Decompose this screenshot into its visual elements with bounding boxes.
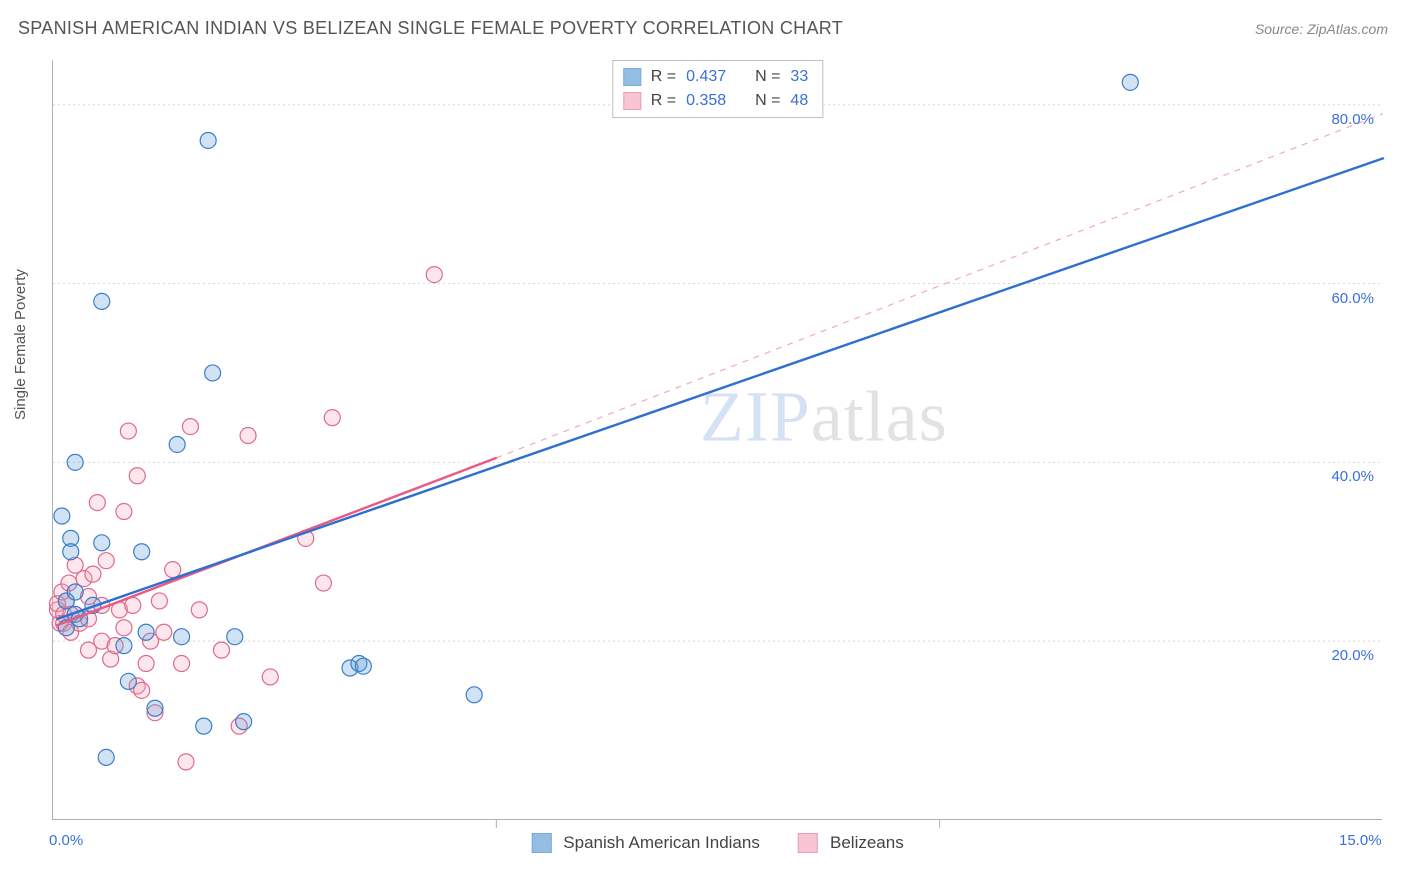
y-axis-label: Single Female Poverty — [12, 269, 29, 420]
stats-legend: R = 0.437 N = 33 R = 0.358 N = 48 — [612, 60, 823, 118]
y-tick-label: 60.0% — [1331, 290, 1374, 307]
swatch-belizean — [798, 833, 818, 853]
chart-title: SPANISH AMERICAN INDIAN VS BELIZEAN SING… — [18, 18, 843, 39]
n-value-spanish: 33 — [790, 65, 808, 89]
y-tick-label: 20.0% — [1331, 647, 1374, 664]
x-tick-label: 0.0% — [49, 832, 83, 849]
stats-row-spanish: R = 0.437 N = 33 — [623, 65, 808, 89]
y-tick-label: 80.0% — [1331, 111, 1374, 128]
r-value-belizean: 0.358 — [686, 89, 726, 113]
x-tick-label: 15.0% — [1339, 832, 1382, 849]
r-value-spanish: 0.437 — [686, 65, 726, 89]
series-label-spanish: Spanish American Indians — [563, 833, 760, 853]
watermark-zip: ZIP — [700, 376, 811, 456]
swatch-belizean — [623, 92, 641, 110]
r-label: R = — [651, 89, 676, 113]
plot-area: ZIPatlas R = 0.437 N = 33 R = 0.358 N = … — [52, 60, 1382, 820]
r-label: R = — [651, 65, 676, 89]
series-label-belizean: Belizeans — [830, 833, 904, 853]
n-label: N = — [755, 65, 780, 89]
header-bar: SPANISH AMERICAN INDIAN VS BELIZEAN SING… — [18, 18, 1388, 39]
series-legend: Spanish American Indians Belizeans — [531, 833, 903, 853]
source-attribution: Source: ZipAtlas.com — [1255, 21, 1388, 37]
stats-row-belizean: R = 0.358 N = 48 — [623, 89, 808, 113]
n-label: N = — [755, 89, 780, 113]
swatch-spanish — [623, 68, 641, 86]
y-tick-label: 40.0% — [1331, 468, 1374, 485]
swatch-spanish — [531, 833, 551, 853]
watermark: ZIPatlas — [700, 375, 948, 458]
source-name: ZipAtlas.com — [1307, 21, 1388, 37]
n-value-belizean: 48 — [790, 89, 808, 113]
watermark-atlas: atlas — [811, 376, 948, 456]
source-prefix: Source: — [1255, 21, 1307, 37]
